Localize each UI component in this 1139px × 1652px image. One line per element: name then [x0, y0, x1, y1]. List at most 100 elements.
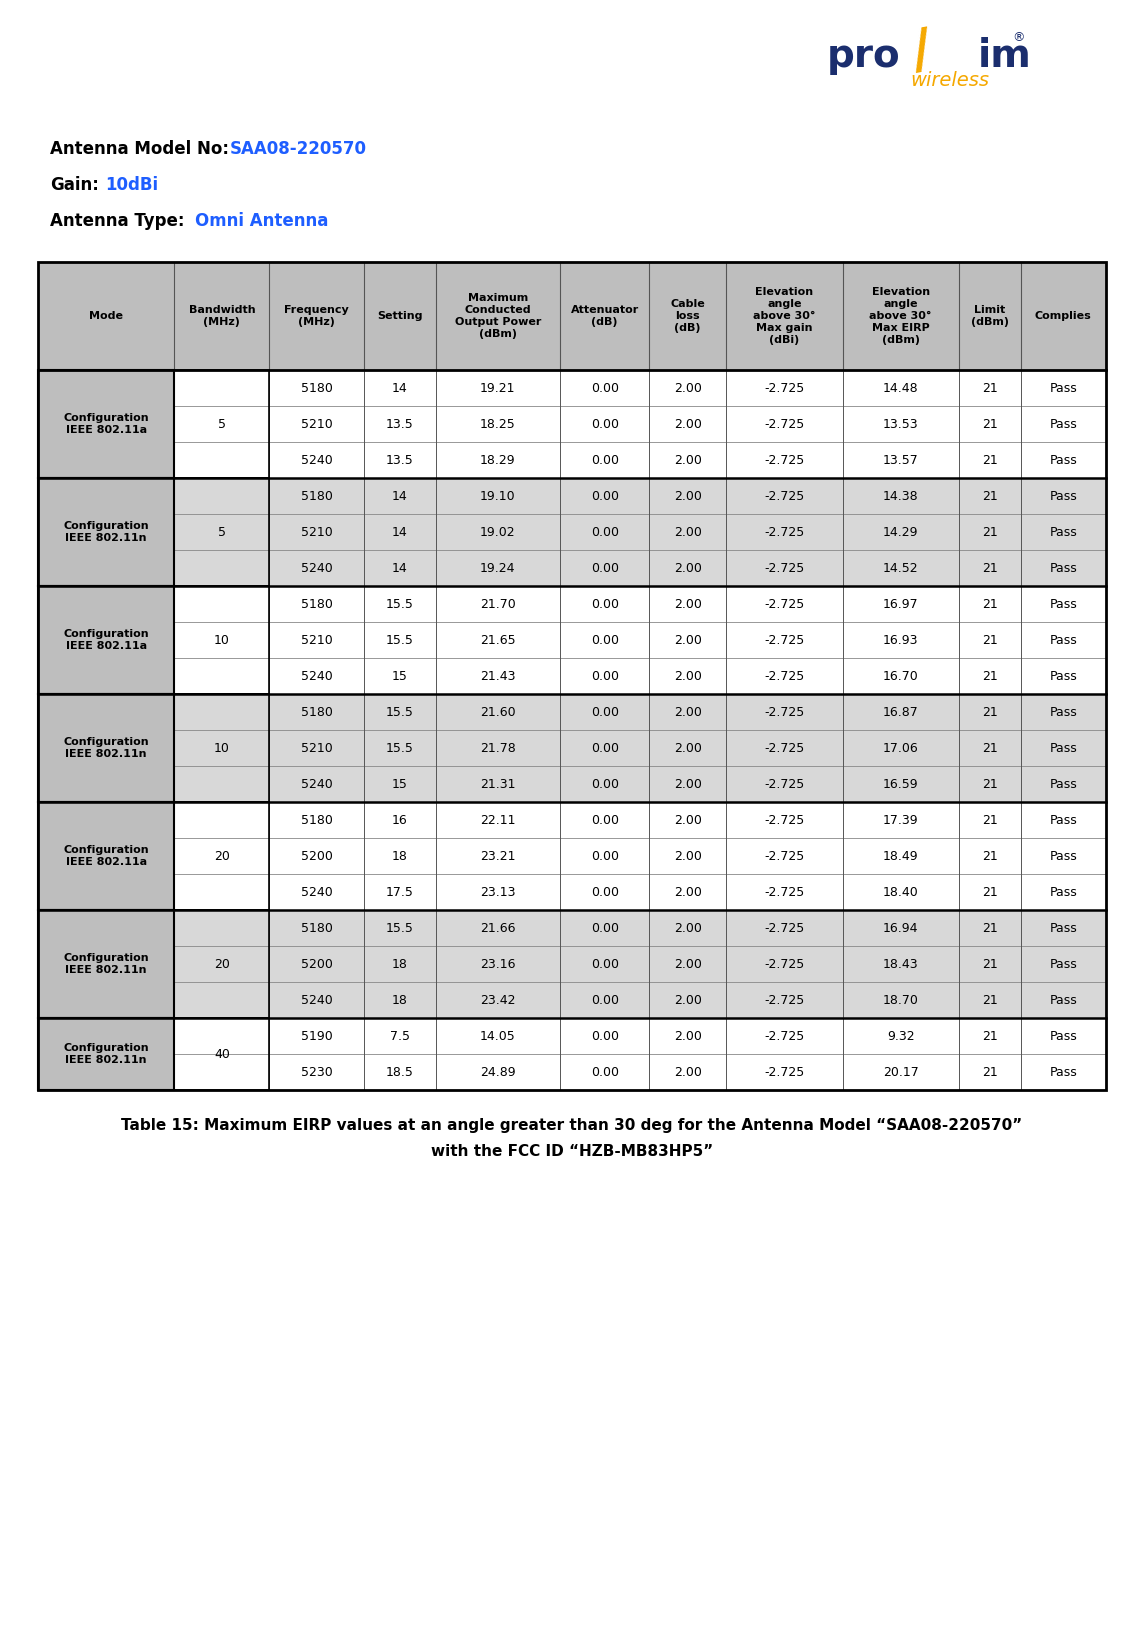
Bar: [843, 874, 959, 910]
Text: 17.5: 17.5: [386, 885, 413, 899]
Bar: [270, 910, 364, 947]
Text: 16.59: 16.59: [883, 778, 918, 791]
Bar: [727, 1018, 843, 1054]
Text: 13.5: 13.5: [386, 418, 413, 431]
Bar: [959, 838, 1021, 874]
Bar: [959, 1054, 1021, 1090]
Text: 21: 21: [982, 598, 998, 611]
Bar: [270, 623, 364, 657]
Bar: [174, 981, 270, 1018]
Bar: [727, 370, 843, 406]
Text: 14.52: 14.52: [883, 562, 918, 575]
Text: 21.65: 21.65: [480, 633, 516, 646]
Bar: [364, 477, 435, 514]
Text: 2.00: 2.00: [674, 993, 702, 1006]
Text: 18.5: 18.5: [386, 1066, 413, 1079]
Bar: [174, 443, 270, 477]
Bar: [38, 477, 174, 514]
Text: 2.00: 2.00: [674, 525, 702, 539]
Bar: [174, 1018, 270, 1054]
Bar: [270, 1054, 364, 1090]
Bar: [843, 657, 959, 694]
Text: 0.00: 0.00: [591, 958, 618, 970]
Bar: [270, 838, 364, 874]
Bar: [364, 838, 435, 874]
Text: 2.00: 2.00: [674, 562, 702, 575]
Text: -2.725: -2.725: [764, 778, 804, 791]
Bar: [435, 514, 560, 550]
Text: 0.00: 0.00: [591, 849, 618, 862]
Text: 21: 21: [982, 742, 998, 755]
Bar: [959, 730, 1021, 767]
Bar: [649, 406, 727, 443]
Text: -2.725: -2.725: [764, 669, 804, 682]
Text: Pass: Pass: [1049, 1029, 1077, 1042]
Bar: [174, 767, 270, 801]
Bar: [1021, 550, 1106, 586]
Bar: [364, 730, 435, 767]
Text: 5240: 5240: [301, 669, 333, 682]
Text: Omni Antenna: Omni Antenna: [195, 211, 328, 230]
Bar: [649, 910, 727, 947]
Text: 0.00: 0.00: [591, 813, 618, 826]
Bar: [959, 514, 1021, 550]
Text: 10dBi: 10dBi: [105, 177, 158, 193]
Text: 5210: 5210: [301, 418, 333, 431]
Bar: [649, 981, 727, 1018]
Bar: [1021, 910, 1106, 947]
Text: -2.725: -2.725: [764, 849, 804, 862]
Bar: [174, 1018, 270, 1090]
Bar: [270, 514, 364, 550]
Bar: [727, 910, 843, 947]
Text: 23.13: 23.13: [480, 885, 516, 899]
Bar: [727, 514, 843, 550]
Bar: [560, 874, 649, 910]
Bar: [435, 370, 560, 406]
Text: 13.5: 13.5: [386, 454, 413, 466]
Text: 2.00: 2.00: [674, 885, 702, 899]
Text: 2.00: 2.00: [674, 922, 702, 935]
Bar: [435, 874, 560, 910]
Bar: [560, 657, 649, 694]
Text: 20: 20: [214, 849, 230, 862]
Bar: [727, 730, 843, 767]
Text: -2.725: -2.725: [764, 1029, 804, 1042]
Bar: [649, 443, 727, 477]
Text: SAA08-220570: SAA08-220570: [230, 140, 367, 159]
Bar: [174, 801, 270, 910]
Bar: [649, 550, 727, 586]
Bar: [364, 550, 435, 586]
Text: 21: 21: [982, 1029, 998, 1042]
Bar: [727, 981, 843, 1018]
Bar: [727, 443, 843, 477]
Text: 21.60: 21.60: [480, 705, 516, 719]
Bar: [270, 550, 364, 586]
Bar: [38, 1054, 174, 1090]
Text: Pass: Pass: [1049, 382, 1077, 395]
Text: 2.00: 2.00: [674, 598, 702, 611]
Text: 21.78: 21.78: [480, 742, 516, 755]
Bar: [270, 947, 364, 981]
Text: Configuration
IEEE 802.11n: Configuration IEEE 802.11n: [64, 520, 149, 544]
Bar: [560, 406, 649, 443]
Text: 21: 21: [982, 633, 998, 646]
Bar: [560, 623, 649, 657]
Text: 5240: 5240: [301, 454, 333, 466]
Text: Configuration
IEEE 802.11n: Configuration IEEE 802.11n: [64, 1042, 149, 1066]
Bar: [959, 981, 1021, 1018]
Text: 13.53: 13.53: [883, 418, 918, 431]
Bar: [38, 370, 174, 406]
Text: 0.00: 0.00: [591, 454, 618, 466]
Text: 5180: 5180: [301, 382, 333, 395]
Bar: [174, 550, 270, 586]
Text: -2.725: -2.725: [764, 525, 804, 539]
Bar: [38, 263, 1106, 1090]
Bar: [560, 443, 649, 477]
Bar: [843, 370, 959, 406]
Bar: [1021, 657, 1106, 694]
Text: Pass: Pass: [1049, 525, 1077, 539]
Text: 5240: 5240: [301, 778, 333, 791]
Bar: [38, 406, 174, 443]
Text: Attenuator
(dB): Attenuator (dB): [571, 306, 639, 327]
Bar: [38, 874, 174, 910]
